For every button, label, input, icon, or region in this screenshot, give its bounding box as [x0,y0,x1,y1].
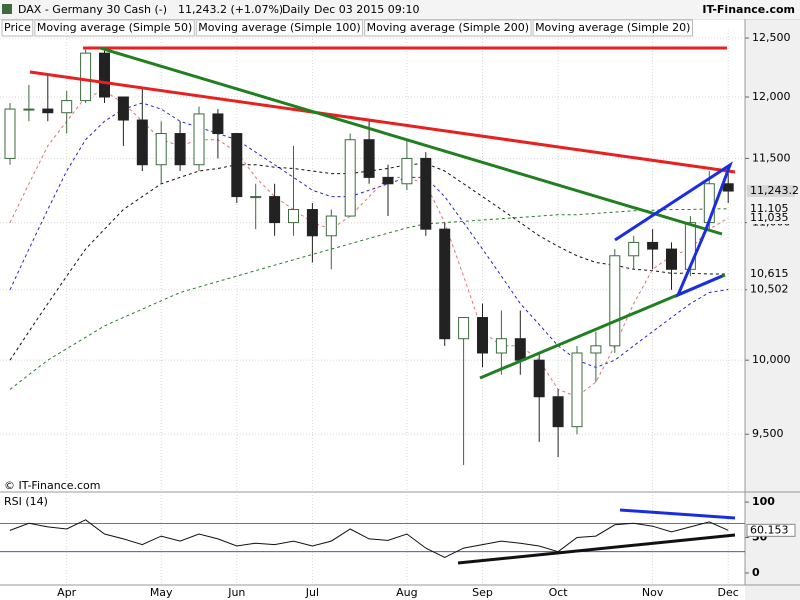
candle-body [117,96,129,121]
candle-body [514,338,526,361]
y-tick-label: 11,500 [752,151,791,164]
candle-body [571,352,583,428]
timestamp: Dec 03 2015 09:10 [314,3,419,16]
legend-entry: Price [4,21,31,34]
legend-box [1,19,34,37]
candle-body [439,228,451,340]
value-label: 11,105 [750,202,789,215]
legend-box [532,19,693,37]
x-tick-label: Apr [57,586,77,599]
trendline [29,70,736,174]
candle-body [4,108,16,159]
trendline [457,533,736,565]
brand: IT-Finance.com [702,3,795,16]
candle-body [590,345,602,354]
panel-title: RSI (14) [4,495,48,508]
legend-entry: Moving average (Simple 20) [535,21,690,34]
candle-body [666,248,677,270]
value-label: 10,502 [750,282,789,295]
moving-average [9,90,729,398]
x-tick-label: May [150,586,173,599]
x-tick-label: Sep [472,586,493,599]
value-label: 60.153 [750,523,789,536]
icon [2,4,12,14]
value-tag [747,268,795,281]
trendline [614,161,733,298]
candle-body [42,108,54,114]
candle-body [552,396,564,428]
candle-body [306,209,318,237]
y-tick-label: 12,500 [752,31,791,44]
candle-body [288,209,299,224]
copyright: © IT-Finance.com [4,479,101,492]
candle-body [155,133,167,166]
legend-entry: Moving average (Simple 200) [367,21,529,34]
x-tick-label: Nov [642,586,664,599]
candle-body [23,108,35,111]
candle-body [647,241,659,250]
candle-body [231,133,243,198]
rsi-line [9,519,729,558]
candle-body [420,157,432,230]
trendlines [29,46,736,565]
candle-body [628,241,640,257]
legend-box [195,19,364,37]
value-tag [746,523,796,537]
value-label: 11,243.2 [750,184,799,197]
trendline [619,508,736,520]
x-tick-label: Dec [718,586,739,599]
x-tick-label: Jul [305,586,319,599]
moving-average [9,102,729,368]
value-tag [747,283,795,296]
legend-box [34,19,195,37]
candle-body [269,196,281,224]
header-bar [0,0,800,19]
candle-body [80,52,92,102]
value-label: 11,035 [750,211,789,224]
candle-body [174,133,186,166]
candle-body [401,157,413,185]
candle-body [722,183,734,192]
candle-body [344,139,356,217]
candle-body [382,176,394,185]
candle-body [363,139,375,178]
trendline [99,46,723,236]
candle-body [477,317,488,354]
candle-body [212,113,224,135]
candle-body [609,255,621,347]
legend-entry: Moving average (Simple 50) [37,21,192,34]
candle-body [533,359,545,398]
legend-box [364,19,532,37]
y-tick-label: 0 [752,566,760,579]
candle-body [99,52,110,98]
value-tag [747,212,795,225]
candle-body [458,317,470,340]
quote: 11,243.2 (+1.07%) [178,3,283,16]
y-tick-label: 12,000 [752,90,791,103]
candle-body [495,338,507,354]
value-tag [747,202,795,215]
value-label: 10,615 [750,267,789,280]
axis-panel [745,0,800,600]
value-tag [747,185,795,198]
y-tick-label: 9,500 [752,427,784,440]
candle-body [193,113,205,166]
x-tick-label: Oct [549,586,569,599]
period: Daily [282,3,310,16]
x-tick-label: Jun [227,586,245,599]
candle-body [250,196,262,199]
title: DAX - Germany 30 Cash (-) [18,3,167,16]
legend-entry: Moving average (Simple 100) [198,21,360,34]
candle-body [61,100,73,114]
x-tick-label: Aug [396,586,417,599]
candle-body [136,119,148,166]
y-tick-label: 10,000 [752,353,791,366]
candle-body [325,215,337,237]
y-tick-label: 100 [752,495,775,508]
